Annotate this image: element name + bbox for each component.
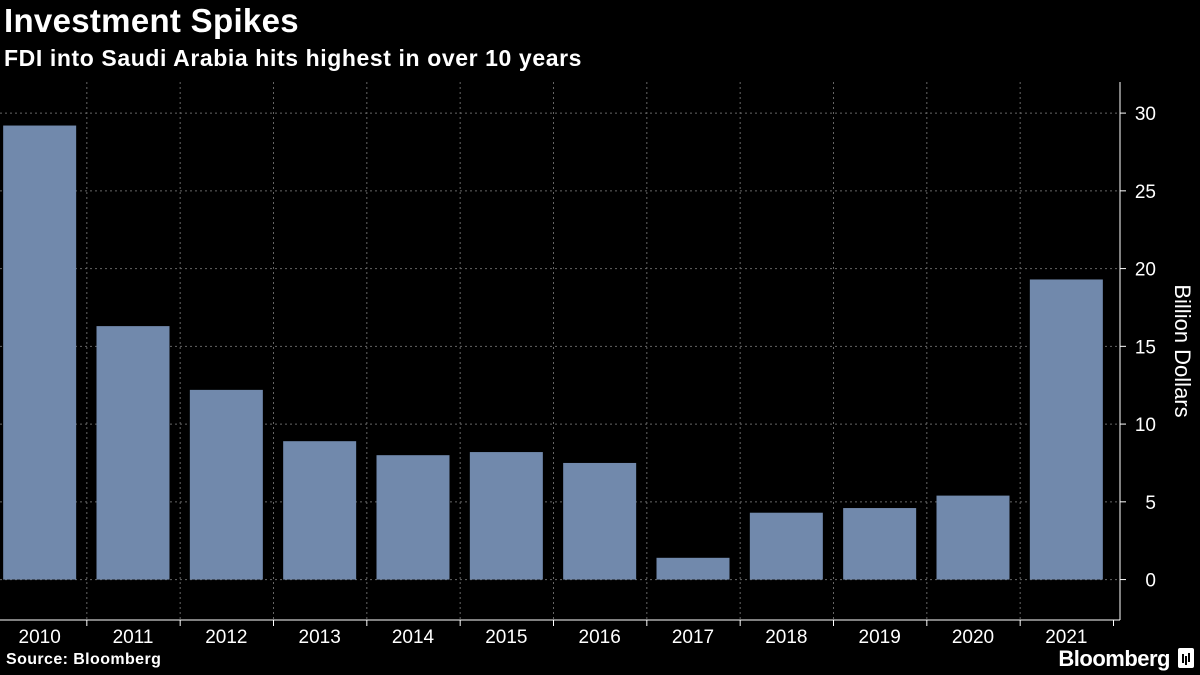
y-tick-label: 15 xyxy=(1135,337,1156,358)
x-tick-label: 2015 xyxy=(485,627,527,648)
y-tick-label: 5 xyxy=(1145,493,1156,514)
x-tick-label: 2011 xyxy=(113,627,154,648)
source-note: Source: Bloomberg xyxy=(6,651,162,668)
bar-2017 xyxy=(656,557,730,580)
y-tick-label: 20 xyxy=(1135,260,1156,281)
bar-2018 xyxy=(749,512,823,580)
bar-2011 xyxy=(96,326,170,580)
bar-2020 xyxy=(936,495,1010,580)
x-tick-label: 2018 xyxy=(765,627,807,648)
x-tick-label: 2016 xyxy=(579,627,621,648)
y-axis-label: Billion Dollars xyxy=(1170,284,1195,417)
y-tick-label: 0 xyxy=(1145,571,1156,592)
x-tick-label: 2012 xyxy=(205,627,247,648)
x-tick-label: 2014 xyxy=(392,627,435,648)
x-tick-label: 2020 xyxy=(952,627,994,648)
chart-subtitle: FDI into Saudi Arabia hits highest in ov… xyxy=(4,45,583,71)
y-tick-label: 10 xyxy=(1135,415,1156,436)
bar-2019 xyxy=(843,508,917,580)
y-tick-label: 30 xyxy=(1135,104,1156,125)
x-tick-label: 2021 xyxy=(1045,627,1087,648)
x-tick-label: 2010 xyxy=(19,627,61,648)
x-tick-label: 2017 xyxy=(672,627,714,648)
bar-2015 xyxy=(469,452,543,580)
bar-2012 xyxy=(189,389,263,580)
x-tick-label: 2013 xyxy=(299,627,341,648)
bar-2016 xyxy=(563,462,637,580)
chart-badge-icon xyxy=(1178,648,1194,668)
chart-title: Investment Spikes xyxy=(4,2,299,39)
x-tick-label: 2019 xyxy=(859,627,901,648)
y-tick-label: 25 xyxy=(1135,182,1156,203)
bar-2013 xyxy=(283,441,357,580)
bar-2014 xyxy=(376,455,450,580)
brand-logo: Bloomberg xyxy=(1058,646,1170,671)
bar-2021 xyxy=(1029,279,1103,580)
bar-2010 xyxy=(3,125,77,580)
